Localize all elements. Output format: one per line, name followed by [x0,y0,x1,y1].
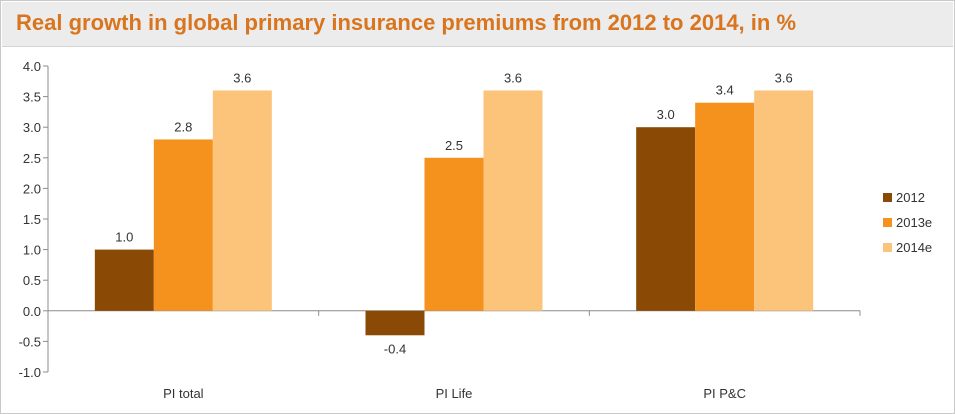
data-label: -0.4 [384,341,406,356]
legend-swatch [883,243,892,252]
y-tick-label: 3.0 [23,120,41,135]
legend-swatch [883,218,892,227]
y-tick-label: 2.5 [23,151,41,166]
bar-2013e-0 [153,139,213,311]
legend: 2012 2013e 2014e [883,190,932,255]
y-tick-label: -0.5 [19,334,41,349]
bar-2014e-2 [754,90,814,311]
bar-2014e-0 [212,90,272,311]
y-tick-label: 4.0 [23,59,41,74]
x-category-label: PI Life [436,386,473,401]
bar-2013e-2 [695,102,755,311]
legend-label: 2013e [896,215,932,230]
legend-label: 2012 [896,190,925,205]
y-tick-label: -1.0 [19,365,41,380]
bar-2012-1 [365,310,425,336]
y-tick-label: 0.0 [23,304,41,319]
data-label: 3.6 [775,70,793,85]
x-category-label: PI total [163,386,204,401]
data-labels: 1.0 -0.4 3.0 2.8 2.5 3.4 3.6 3.6 3.6 [115,70,792,356]
data-label: 2.8 [174,119,192,134]
y-tick-label: 1.5 [23,212,41,227]
y-tick-label: 1.0 [23,243,41,258]
data-label: 2.5 [445,138,463,153]
y-tick-label: 0.5 [23,273,41,288]
data-label: 3.6 [233,70,251,85]
y-tick-label: 2.0 [23,181,41,196]
bars [94,90,814,336]
legend-swatch [883,193,892,202]
bar-2012-0 [94,249,154,311]
x-category-label: PI P&C [703,386,746,401]
bar-2012-2 [636,127,696,311]
bar-2013e-1 [424,157,484,311]
chart-title: Real growth in global primary insurance … [16,10,797,35]
data-label: 3.6 [504,70,522,85]
y-tick-label: 3.5 [23,90,41,105]
data-label: 3.4 [716,83,734,98]
legend-label: 2014e [896,240,932,255]
title-bar: Real growth in global primary insurance … [2,2,953,47]
bar-2014e-1 [483,90,543,311]
data-label: 3.0 [657,107,675,122]
data-label: 1.0 [115,230,133,245]
